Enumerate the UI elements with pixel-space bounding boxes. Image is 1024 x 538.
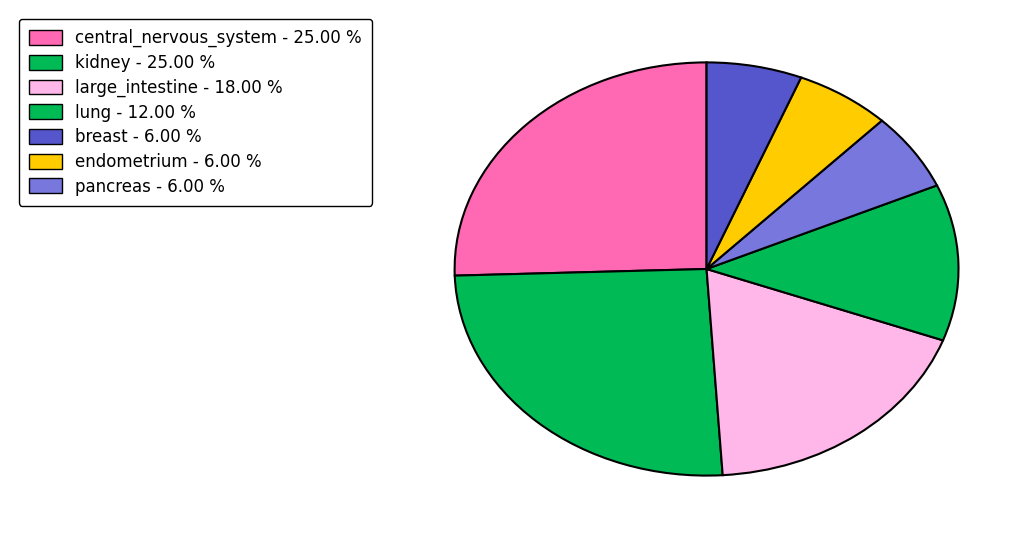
Wedge shape (707, 62, 801, 269)
Wedge shape (707, 186, 958, 341)
Wedge shape (707, 77, 882, 269)
Legend: central_nervous_system - 25.00 %, kidney - 25.00 %, large_intestine - 18.00 %, l: central_nervous_system - 25.00 %, kidney… (18, 19, 372, 206)
Wedge shape (707, 269, 943, 475)
Wedge shape (707, 121, 937, 269)
Wedge shape (455, 269, 723, 476)
Wedge shape (455, 62, 707, 275)
